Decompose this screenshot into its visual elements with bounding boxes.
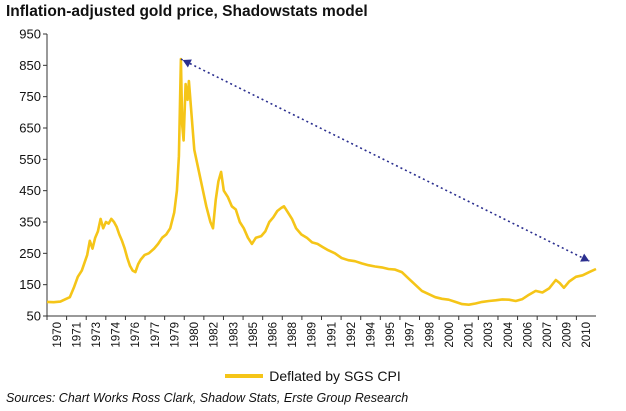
x-tick-label: 1971 <box>71 322 83 348</box>
x-tick-label: 1986 <box>267 322 279 348</box>
trend-arrow-head-end <box>580 253 590 262</box>
y-tick-label: 350 <box>19 215 41 230</box>
x-tick-label: 1995 <box>385 322 397 348</box>
series-group <box>46 57 597 306</box>
x-tick-label: 1970 <box>52 322 64 348</box>
trend-arrow-head-start <box>182 59 192 68</box>
series-line-0 <box>46 57 597 306</box>
annotation-group <box>180 58 590 262</box>
x-tick-label: 1974 <box>111 321 123 347</box>
x-tick-label: 2001 <box>464 322 476 348</box>
x-tick-label: 1979 <box>169 322 181 348</box>
y-tick-label: 150 <box>19 277 41 292</box>
x-tick-label: 1991 <box>326 322 338 348</box>
x-tick-label: 1973 <box>91 322 103 348</box>
x-tick-label: 1977 <box>150 322 162 348</box>
x-tick-label: 1985 <box>248 322 260 348</box>
x-tick-label: 1989 <box>307 322 319 348</box>
x-tick-label: 1992 <box>346 322 358 348</box>
x-tick-label: 1982 <box>209 322 221 348</box>
source-note: Sources: Chart Works Ross Clark, Shadow … <box>6 391 409 405</box>
legend-label: Deflated by SGS CPI <box>269 368 401 384</box>
y-tick-label: 550 <box>19 152 41 167</box>
y-tick-label: 450 <box>19 183 41 198</box>
x-tick-label: 2004 <box>503 321 515 347</box>
y-tick-label: 250 <box>19 246 41 261</box>
x-tick-label: 1998 <box>424 322 436 348</box>
x-tick-label: 1994 <box>366 321 378 347</box>
legend-swatch <box>225 374 264 379</box>
x-tick-label: 1983 <box>228 322 240 348</box>
x-tick-label: 2003 <box>483 322 495 348</box>
y-tick-label: 850 <box>19 58 41 73</box>
x-tick-label: 2009 <box>562 322 574 348</box>
x-tick-label: 2006 <box>522 322 534 348</box>
legend: Deflated by SGS CPI <box>0 368 626 384</box>
y-tick-label: 950 <box>19 27 41 42</box>
y-tick-label: 750 <box>19 89 41 104</box>
x-tick-label: 2007 <box>542 322 554 348</box>
y-tick-label: 50 <box>27 309 41 324</box>
x-tick-label: 1988 <box>287 322 299 348</box>
chart-title: Inflation-adjusted gold price, Shadowsta… <box>6 3 368 20</box>
trend-arrow-line <box>180 58 590 262</box>
y-tick-label: 650 <box>19 121 41 136</box>
x-tick-label: 2000 <box>444 322 456 348</box>
x-tick-label: 1976 <box>130 322 142 348</box>
x-tick-label: 1997 <box>405 322 417 348</box>
y-axis: 50 150 250 350 450 550 650 750 850 950 <box>19 27 48 324</box>
x-tick-label: 1980 <box>189 322 201 348</box>
x-tick-label: 2010 <box>581 322 593 348</box>
x-axis: 1970 1971 1973 1974 1976 1977 1979 1980 1982 1983… <box>46 315 596 348</box>
